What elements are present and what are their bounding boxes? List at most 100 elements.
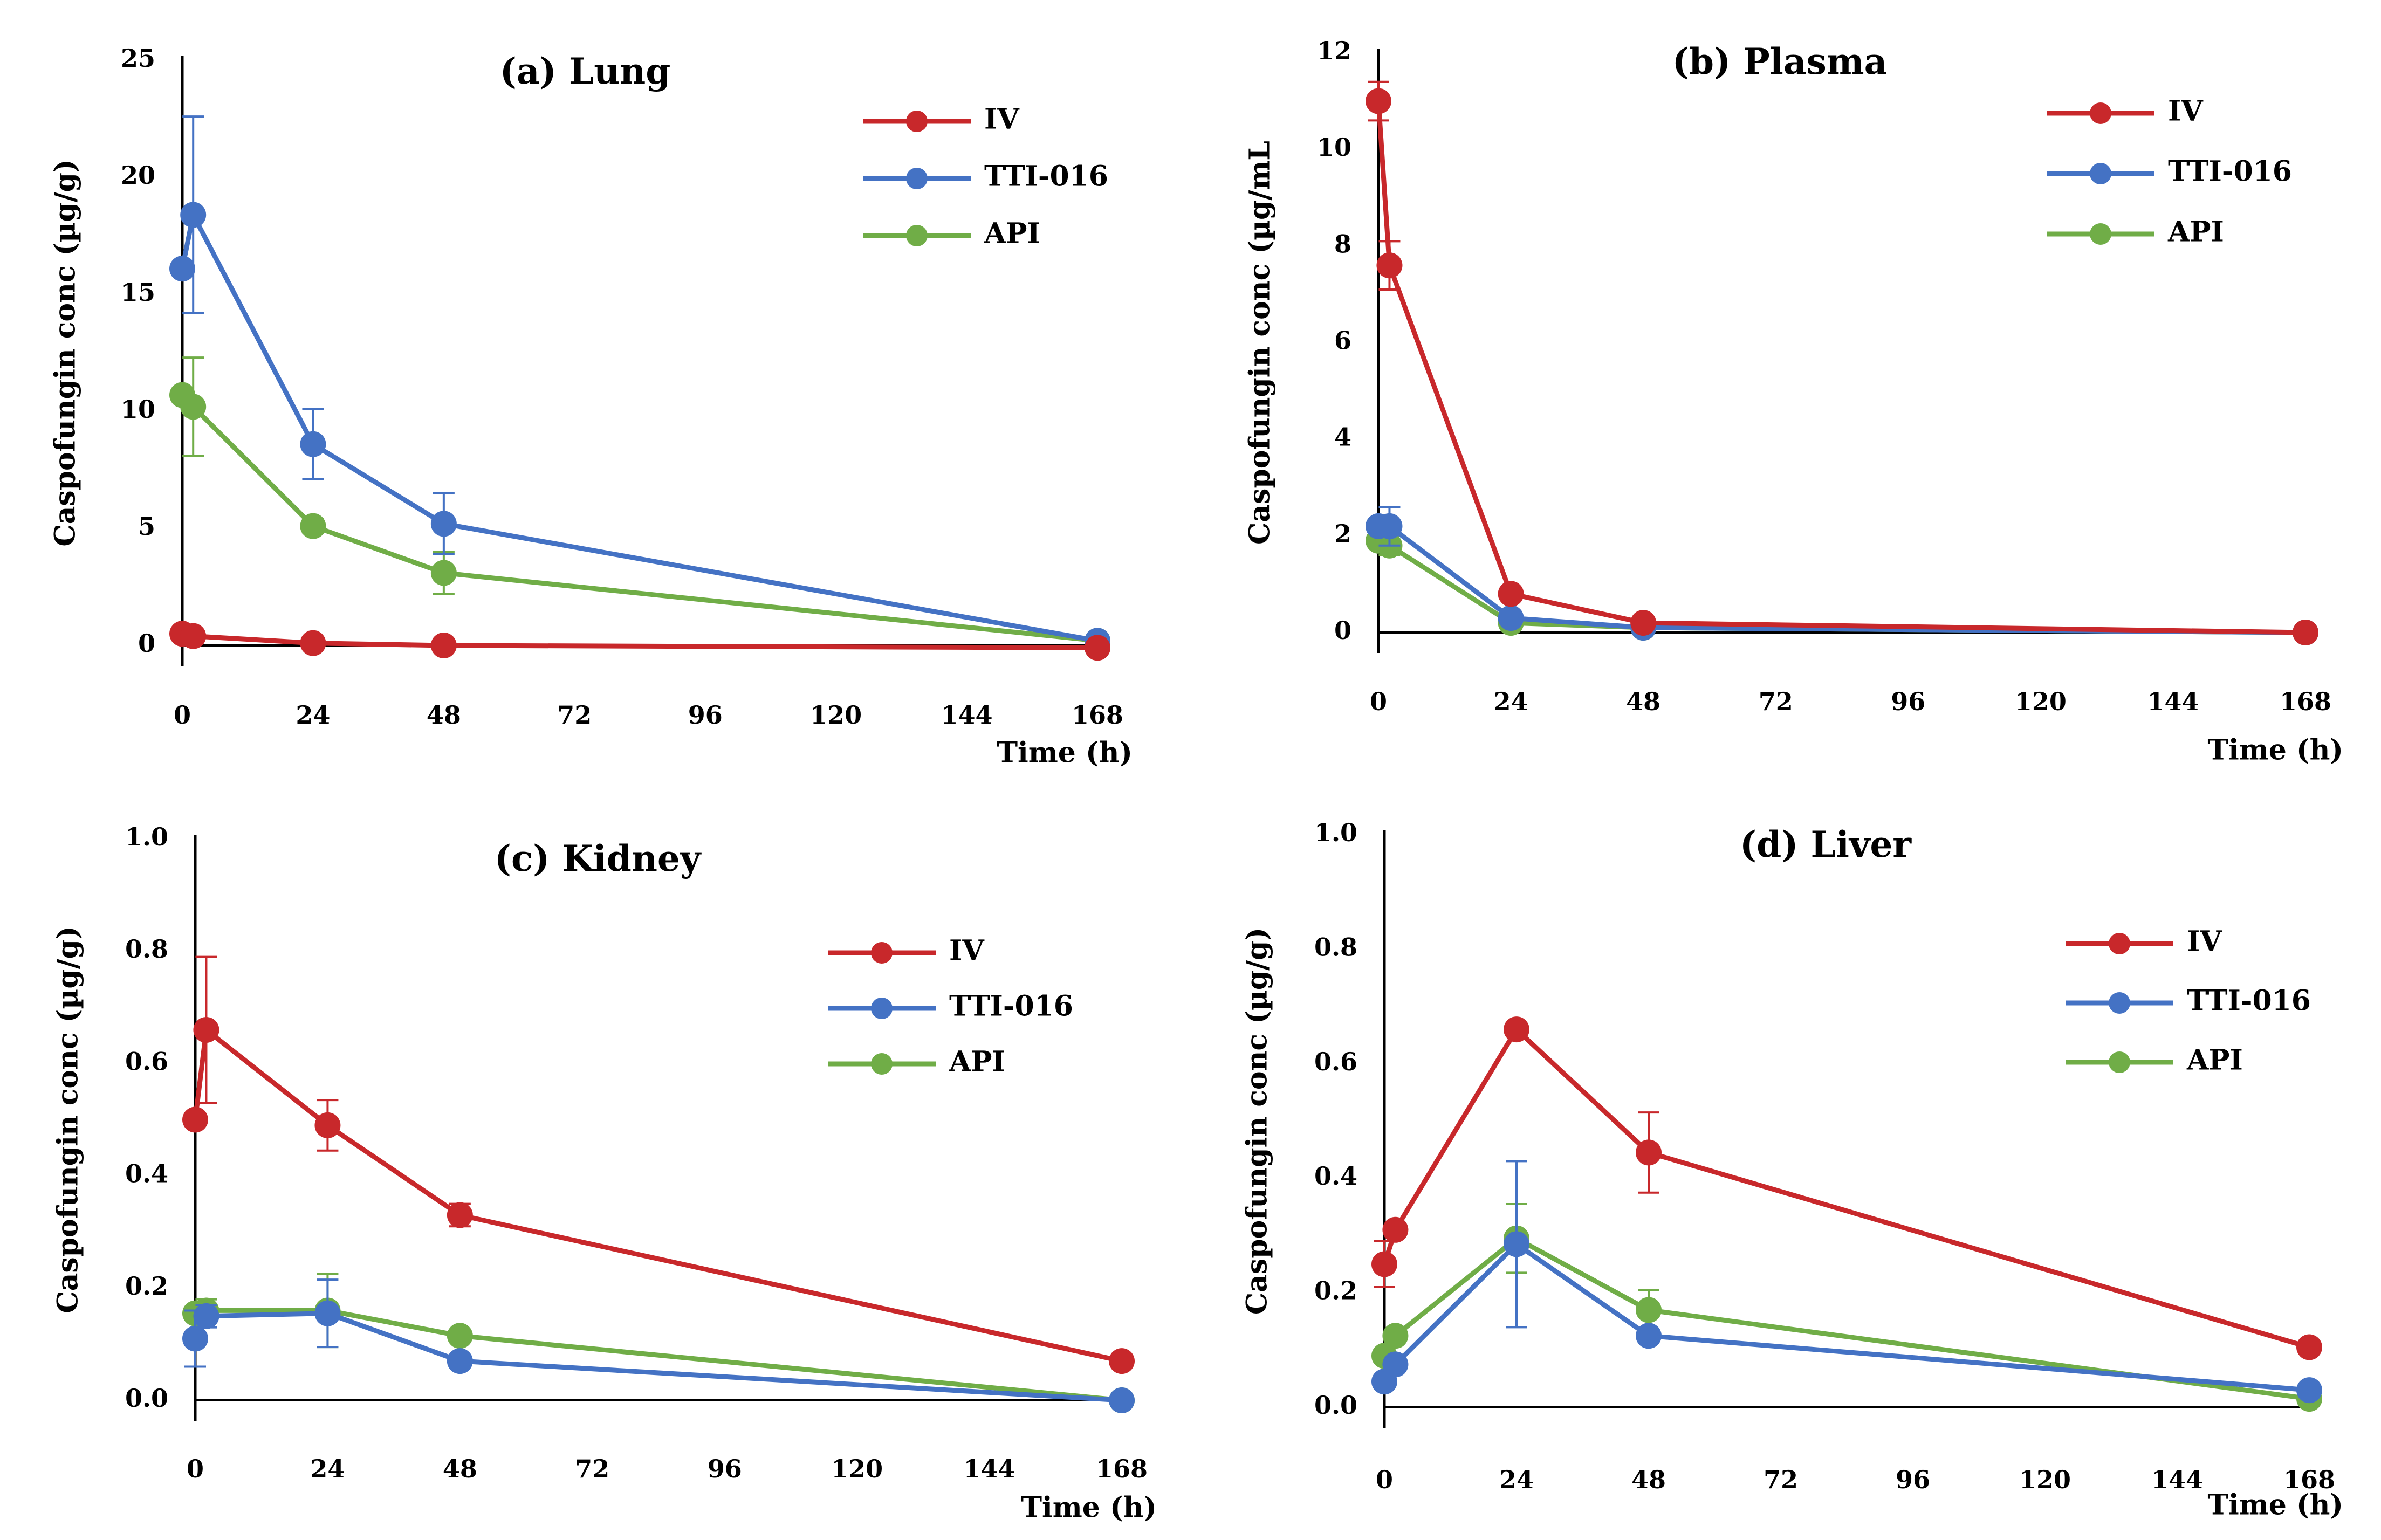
- data-point-iv: [1376, 252, 1403, 279]
- data-point-api: [300, 513, 326, 539]
- data-point-api: [180, 394, 207, 420]
- data-point-tti-016: [1109, 1387, 1135, 1413]
- legend-marker-api: [2109, 1051, 2130, 1073]
- series-line-iv: [1376, 101, 2306, 635]
- y-tick-label: 0.8: [125, 934, 168, 964]
- legend-label-api: API: [949, 1046, 1005, 1078]
- y-tick-label: 15: [121, 278, 155, 307]
- data-point-iv: [1371, 1251, 1397, 1277]
- data-point-iv: [2293, 620, 2318, 645]
- series-iv: [1366, 80, 2318, 645]
- x-tick-label: 24: [310, 1454, 345, 1483]
- x-tick-label: 168: [1072, 700, 1123, 730]
- x-tick-label: 0: [1376, 1465, 1393, 1494]
- x-tick-label: 96: [688, 700, 723, 730]
- chart-title: (a) Lung: [500, 50, 671, 92]
- legend: IV TTI-016 API: [2047, 95, 2292, 249]
- y-tick-label: 2: [1334, 519, 1351, 548]
- y-tick-label: 0: [1334, 616, 1351, 645]
- y-tick-label: 0.6: [1314, 1047, 1357, 1076]
- series-tti-016: [182, 1278, 1135, 1413]
- y-tick-label: 0.4: [1314, 1161, 1357, 1191]
- data-point-iv: [2296, 1334, 2322, 1360]
- y-tick-label: 5: [138, 512, 155, 541]
- y-tick-label: 1.0: [1314, 818, 1357, 847]
- legend-marker-tti-016: [871, 998, 893, 1019]
- legend-marker-api: [871, 1053, 893, 1075]
- legend-marker-tti-016: [2109, 992, 2130, 1014]
- legend-label-iv: IV: [2187, 925, 2222, 958]
- series-line-api: [1382, 1236, 2310, 1401]
- data-point-iv: [180, 623, 207, 649]
- legend-marker-iv: [2109, 933, 2130, 954]
- legend-label-tti-016: TTI-016: [984, 160, 1108, 193]
- y-axis-label: Caspofungin conc (µg/g): [1241, 927, 1274, 1315]
- series-line-tti-016: [180, 212, 1098, 643]
- data-point-api: [1636, 1297, 1662, 1323]
- data-point-iv: [1498, 581, 1524, 607]
- y-tick-label: 6: [1334, 326, 1351, 355]
- legend: IV TTI-016 API: [863, 103, 1108, 250]
- series-line-tti-016: [1382, 1241, 2310, 1393]
- chart-panel-3: (c) Kidney 0.0 0.2 0.4 0.6 0.8 1.0 0 24 48 72 96 120…: [52, 822, 1157, 1524]
- legend-marker-api: [906, 225, 928, 246]
- x-tick-label: 48: [1631, 1465, 1666, 1494]
- x-tick-label: 72: [1764, 1465, 1798, 1494]
- legend-label-tti-016: TTI-016: [2168, 155, 2292, 188]
- x-tick-label: 0: [174, 700, 191, 730]
- data-point-tti-016: [314, 1300, 341, 1326]
- x-tick-label: 120: [2019, 1465, 2071, 1494]
- x-tick-label: 72: [575, 1454, 609, 1483]
- y-tick-label: 25: [121, 44, 155, 73]
- data-point-iv: [300, 630, 326, 656]
- data-point-tti-016: [1636, 1323, 1662, 1349]
- legend-marker-iv: [906, 111, 928, 132]
- data-point-api: [1382, 1323, 1409, 1349]
- legend-label-api: API: [2167, 216, 2224, 249]
- legend-label-iv: IV: [984, 103, 1020, 136]
- data-point-iv: [1109, 1348, 1135, 1374]
- x-axis-label: Time (h): [1021, 1491, 1157, 1524]
- y-tick-label: 4: [1334, 423, 1351, 452]
- y-tick-label: 0.0: [1314, 1391, 1357, 1420]
- series-iv: [169, 621, 1110, 661]
- y-tick-label: 20: [121, 161, 155, 190]
- data-point-tti-016: [2296, 1377, 2322, 1404]
- data-point-iv: [314, 1112, 341, 1138]
- legend-label-api: API: [984, 217, 1040, 250]
- x-tick-label: 168: [2280, 687, 2331, 716]
- legend-marker-api: [2090, 223, 2111, 245]
- series-tti-016: [1371, 1160, 2322, 1404]
- x-tick-label: 144: [941, 700, 993, 730]
- data-point-iv: [1366, 88, 1391, 114]
- data-point-iv: [193, 1016, 219, 1043]
- data-point-iv: [1085, 635, 1110, 661]
- x-axis-label: Time (h): [2207, 734, 2343, 767]
- x-tick-label: 144: [964, 1454, 1015, 1483]
- x-tick-label: 24: [296, 700, 330, 730]
- series-line-iv: [1382, 1027, 2310, 1350]
- series-iv: [1371, 1016, 2322, 1360]
- x-tick-label: 96: [1896, 1465, 1930, 1494]
- chart-panel-1: (a) Lung 0 5 10 15 20 25 0 24 48 72 96 120 144 168 Time…: [49, 44, 1133, 769]
- x-tick-label: 168: [2283, 1465, 2335, 1494]
- legend-label-tti-016: TTI-016: [2187, 985, 2311, 1018]
- y-tick-label: 0.2: [125, 1271, 168, 1301]
- y-tick-label: 12: [1317, 36, 1351, 65]
- x-tick-label: 48: [1626, 687, 1660, 716]
- data-point-tti-016: [447, 1348, 473, 1374]
- chart-title: (b) Plasma: [1672, 40, 1888, 82]
- x-axis-label: Time (h): [2207, 1489, 2343, 1522]
- x-tick-label: 24: [1494, 687, 1528, 716]
- chart-title: (d) Liver: [1740, 823, 1912, 865]
- y-tick-label: 1.0: [125, 822, 168, 851]
- y-tick-label: 0.6: [125, 1047, 168, 1076]
- x-tick-label: 120: [810, 700, 862, 730]
- y-axis-label: Caspofungin conc (µg/g): [49, 159, 82, 546]
- legend: IV TTI-016 API: [2066, 925, 2311, 1077]
- y-tick-label: 10: [121, 395, 155, 424]
- data-point-api: [447, 1323, 473, 1349]
- legend-marker-iv: [871, 942, 893, 964]
- data-point-iv: [1382, 1216, 1409, 1243]
